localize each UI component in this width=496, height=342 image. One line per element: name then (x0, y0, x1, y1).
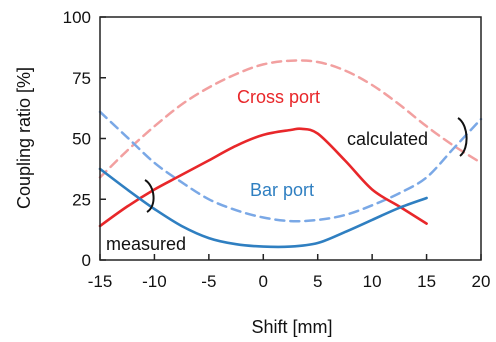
x-tick-label: -5 (201, 272, 216, 291)
measured-annotation: measured (106, 234, 186, 254)
x-axis-label: Shift [mm] (251, 317, 332, 337)
x-tick-label: 5 (313, 272, 322, 291)
x-tick-label: 20 (472, 272, 491, 291)
x-tick-label: 0 (259, 272, 268, 291)
y-tick-label: 100 (63, 8, 91, 27)
bar-port-measured-line (98, 167, 428, 249)
x-tick-label: -15 (88, 272, 113, 291)
x-tick-label: 15 (417, 272, 436, 291)
bar-port-annotation: Bar port (250, 180, 314, 200)
tick-labels: -15 -10 -5 0 5 10 15 20 0 25 50 75 100 (63, 8, 491, 291)
x-tick-label: -10 (142, 272, 167, 291)
cross-port-annotation: Cross port (237, 87, 320, 107)
y-tick-label: 0 (82, 251, 91, 270)
x-tick-label: 10 (363, 272, 382, 291)
y-axis-label: Coupling ratio [%] (14, 67, 34, 209)
plot-lines (98, 59, 483, 249)
bar-port-calculated-line (98, 110, 483, 223)
cross-port-measured-line (98, 127, 428, 228)
y-tick-label: 75 (72, 69, 91, 88)
cross-port-calculated-line (98, 59, 483, 179)
y-tick-label: 25 (72, 190, 91, 209)
measured-bracket (144, 179, 155, 213)
tick-marks (99, 16, 482, 261)
calculated-annotation: calculated (347, 129, 428, 149)
calculated-bracket (457, 117, 468, 157)
y-tick-label: 50 (72, 130, 91, 149)
